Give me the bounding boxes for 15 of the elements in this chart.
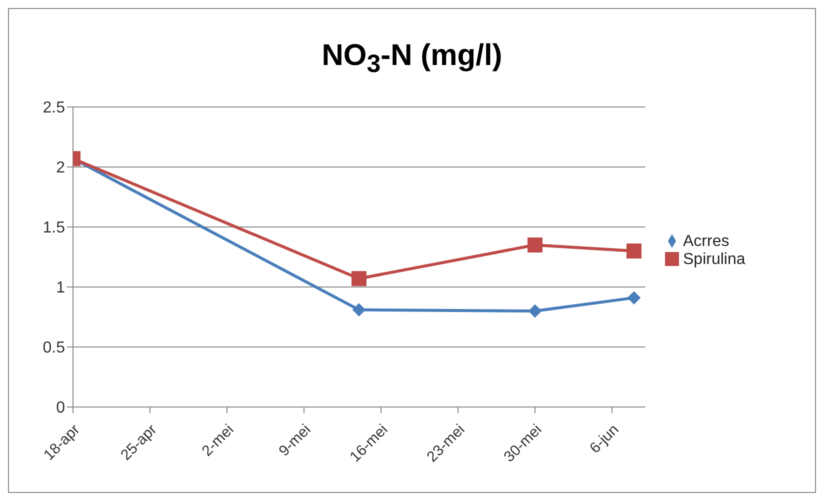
chart-title: NO$_{3}$-N (mg/l)	[320, 39, 504, 79]
legend-label: Spirulina	[683, 250, 746, 268]
y-tick-label: 0	[56, 400, 66, 417]
y-tick-label: 1.5	[42, 220, 66, 237]
point	[528, 304, 542, 318]
y-tick-label: 2	[56, 160, 66, 177]
point	[352, 303, 366, 316]
legend-label: Acrres	[683, 232, 730, 250]
point	[528, 238, 542, 252]
point	[352, 271, 366, 286]
point	[628, 291, 640, 304]
y-tick-label: 1	[56, 280, 66, 297]
y-tick-label: 0.5	[42, 340, 66, 357]
y-tick-label: 2.5	[42, 100, 66, 117]
point	[626, 244, 642, 258]
